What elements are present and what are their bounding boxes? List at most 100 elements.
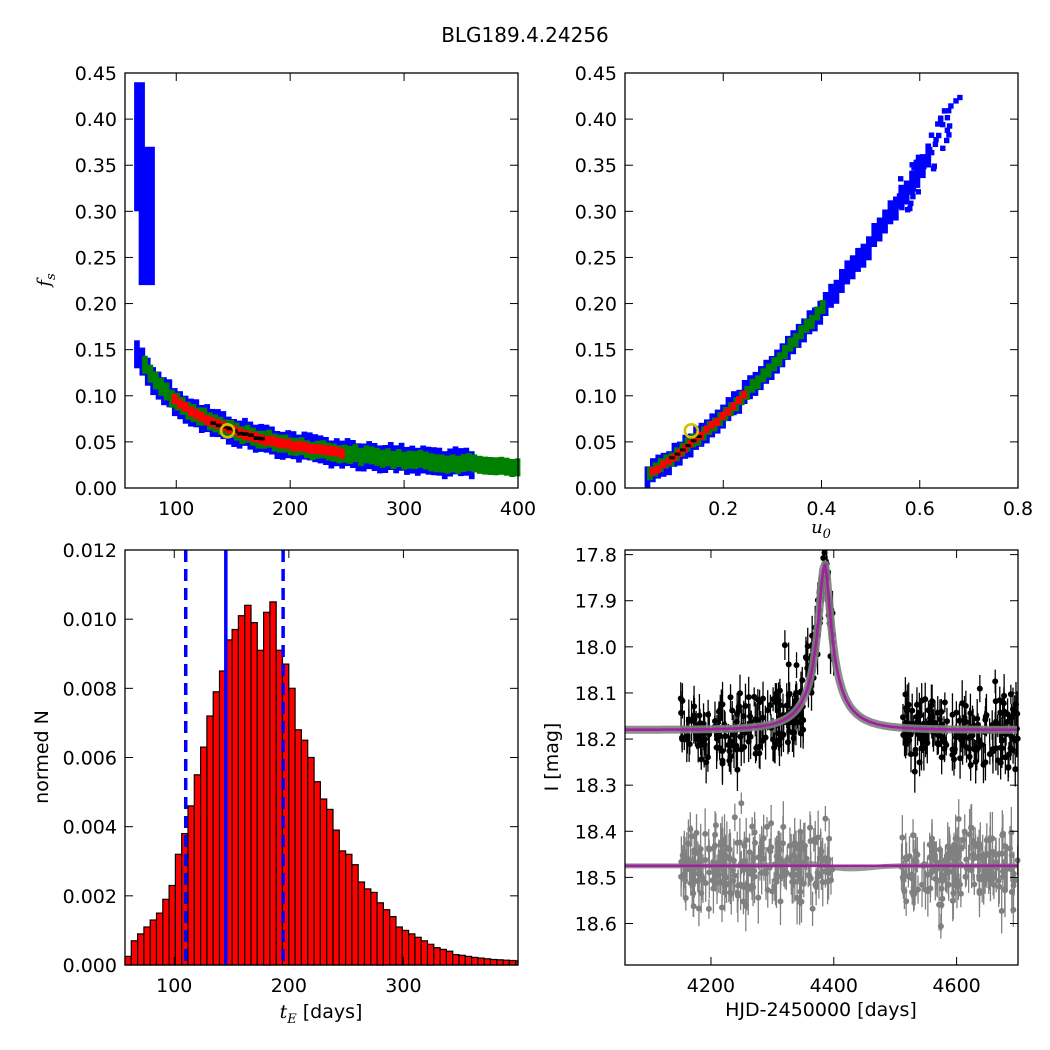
p1-cell-green — [476, 455, 483, 474]
p4-residual-point — [814, 869, 821, 876]
p3-xtick-label: 200 — [271, 975, 307, 997]
p2-cell-green — [819, 299, 826, 314]
p1-xtick-label: 300 — [386, 498, 422, 520]
p2-cell-blue — [936, 132, 942, 139]
p3-bar — [130, 940, 139, 966]
p2-cell-red — [665, 457, 672, 465]
p4-ytick-label: 18.6 — [575, 914, 617, 936]
p1-cell-green — [352, 444, 359, 463]
p2-cell-black — [674, 452, 681, 456]
p4-data-point — [949, 711, 956, 718]
p4-residual-point — [962, 873, 969, 880]
p4-data-point — [992, 678, 999, 685]
p1-cell-green — [449, 454, 456, 473]
p3-bar — [345, 853, 353, 966]
p1-cell-green — [406, 450, 413, 469]
p4-residual-point — [682, 895, 689, 901]
p3-bar — [408, 933, 416, 966]
p2-cell-blue — [946, 123, 953, 129]
p4-residual-point — [996, 883, 1003, 890]
p3-bar — [263, 611, 271, 966]
p4-residual-point — [955, 854, 962, 861]
p4-residual-point — [726, 854, 733, 861]
p4-data-point — [951, 746, 958, 753]
p4-data-point — [718, 702, 725, 709]
p4-data-point — [678, 709, 685, 716]
p4-residual-point — [741, 857, 748, 864]
p2-cell-green — [809, 314, 815, 329]
p3-bar — [162, 898, 170, 966]
p3-ytick-label: 0.000 — [63, 955, 117, 977]
p4-residual-point — [815, 834, 822, 841]
p4-residual-point — [970, 838, 977, 845]
p2-cell-blue — [933, 137, 939, 143]
p1-cell-red — [204, 415, 210, 426]
p2-xtick-label: 0.4 — [806, 498, 836, 520]
p1-cell-green — [412, 451, 418, 470]
p4-residual-point — [955, 816, 962, 822]
p4-residual-point — [734, 839, 741, 846]
p4-residual-point — [749, 823, 756, 830]
p4-data-point — [727, 738, 734, 745]
p4-data-point — [821, 549, 828, 556]
p1-cell-green — [422, 451, 429, 470]
p4-residual-point — [828, 877, 834, 884]
p4-residual-point — [777, 873, 784, 880]
p2-ytick-label: 0.30 — [575, 201, 617, 223]
p1-cell-red — [193, 409, 199, 420]
p1-cell-black — [226, 426, 233, 431]
p4-residual-point — [807, 824, 813, 831]
p2-cell-green — [792, 333, 799, 348]
p1-cell-green — [379, 449, 386, 468]
p4-residual-point — [960, 837, 967, 844]
p3-xtick-label: 100 — [156, 975, 192, 997]
p1-cell-red — [295, 441, 302, 452]
p4-residual-point — [807, 875, 814, 882]
p4-residual-point — [725, 880, 732, 887]
p4-data-point — [679, 736, 686, 743]
p4-residual-point — [951, 841, 958, 848]
p2-cell-blue — [946, 108, 952, 114]
p4-data-point — [917, 712, 924, 719]
p1-cell-red — [322, 445, 329, 456]
p3-bar — [338, 850, 347, 966]
p1-ytick-label: 0.40 — [75, 109, 117, 131]
p1-ytick-label: 0.15 — [75, 340, 117, 362]
p4-data-point — [957, 755, 964, 762]
p2-cell-blue — [908, 200, 914, 206]
p2-ytick-label: 0.40 — [575, 109, 617, 131]
p2-cell-blue — [953, 98, 959, 104]
p3-bar — [414, 936, 422, 966]
p3-bar — [382, 909, 391, 966]
p4-data-point — [1005, 764, 1012, 771]
p3-bar — [471, 956, 479, 966]
p2-cell-blue — [925, 146, 931, 153]
p2-cell-blue — [876, 217, 883, 242]
p3-bar — [212, 691, 221, 966]
p3-bar — [231, 628, 240, 966]
p4-residual-point — [928, 839, 935, 846]
p4-data-point — [737, 690, 743, 697]
p3-bar — [452, 953, 460, 966]
p1-ytick-label: 0.05 — [75, 432, 117, 454]
p1-cell-green — [374, 447, 380, 466]
p1-ticks: 100 200 300 400 0.00 0.05 0.10 0.15 0.20 0.25 0.30… — [75, 63, 536, 520]
p2-cell-blue — [915, 189, 921, 195]
p3-ytick-label: 0.012 — [63, 540, 117, 562]
p2-cell-blue — [910, 193, 916, 200]
p1-cell-green — [363, 445, 370, 464]
p1-cell-red — [274, 437, 280, 448]
p4-data-point — [1006, 751, 1012, 758]
p4-residual-point — [738, 800, 745, 807]
p4-residual-point — [712, 822, 719, 829]
p4-residual-point — [734, 892, 741, 899]
p4-residual-point — [812, 839, 819, 846]
p1-cell-red — [182, 402, 189, 412]
p1-cell-red — [328, 445, 334, 456]
p1-ytick-label: 0.00 — [75, 478, 117, 500]
p4-data-point — [998, 745, 1005, 752]
p2-cell-blue — [925, 155, 932, 161]
p1-cell-green — [163, 382, 170, 401]
p1-cell-green — [417, 449, 424, 468]
p4-data-point — [941, 699, 948, 706]
